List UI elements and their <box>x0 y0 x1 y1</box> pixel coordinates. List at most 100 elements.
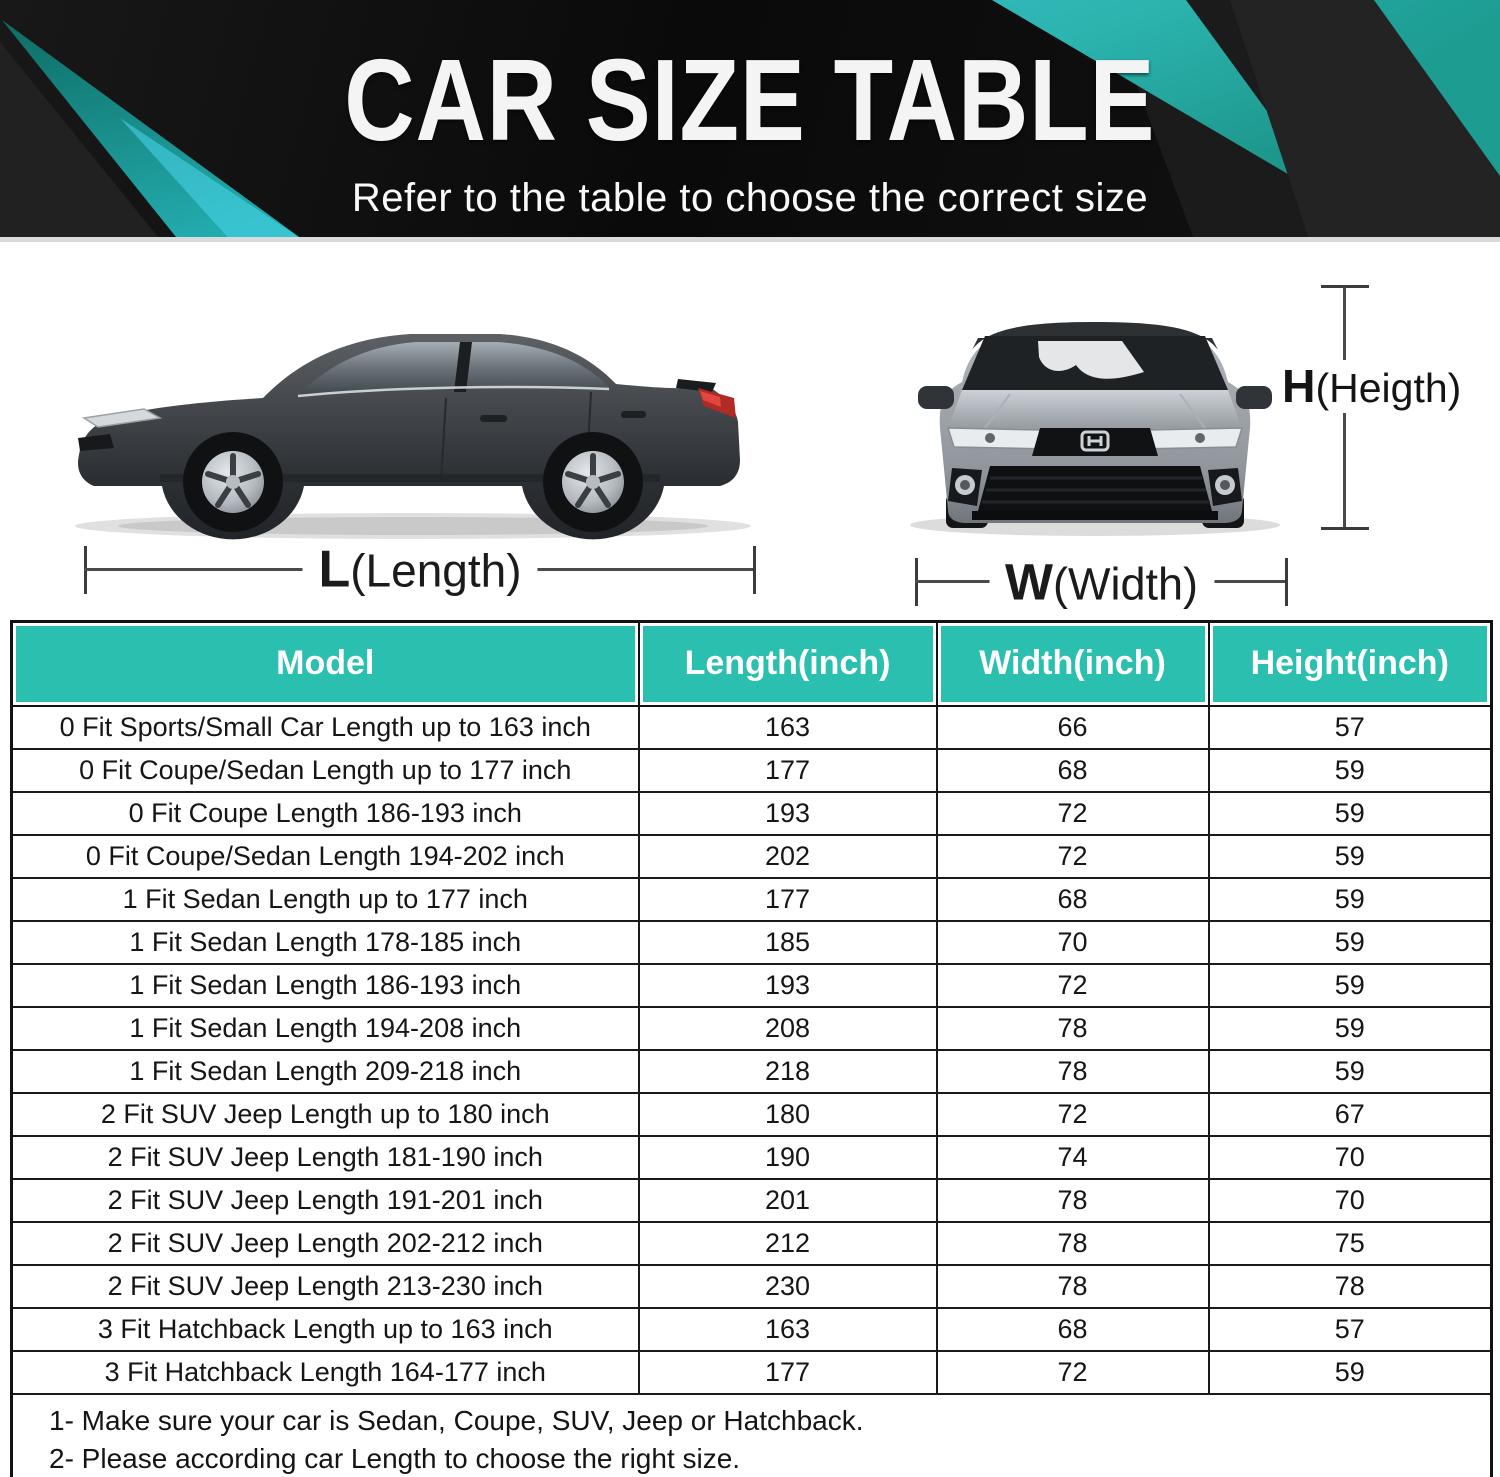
table-row: 1 Fit Sedan Length 209-218 inch 218 78 59 <box>10 1048 1493 1094</box>
size-value-cell: 201 <box>637 1177 938 1223</box>
size-value-cell: 78 <box>935 1177 1210 1223</box>
model-cell: 0 Fit Sports/Small Car Length up to 163 … <box>10 704 640 750</box>
table-row: 0 Fit Sports/Small Car Length up to 163 … <box>10 704 1493 750</box>
model-cell: 0 Fit Coupe/Sedan Length up to 177 inch <box>10 747 640 793</box>
size-value-cell: 67 <box>1207 1091 1493 1137</box>
size-value-cell: 72 <box>935 962 1210 1008</box>
model-cell: 0 Fit Coupe/Sedan Length 194-202 inch <box>10 833 640 879</box>
size-table-header-row: Model Length(inch) Width(inch) Height(inch) <box>10 620 1493 707</box>
table-row: 2 Fit SUV Jeep Length 213-230 inch 230 78 7… <box>10 1263 1493 1309</box>
size-value-cell: 72 <box>935 790 1210 836</box>
size-value-cell: 59 <box>1207 876 1493 922</box>
grille-logo <box>1080 430 1110 452</box>
car-size-table: Model Length(inch) Width(inch) Height(inch)… <box>10 620 1493 1477</box>
size-value-cell: 202 <box>637 833 938 879</box>
rear-wheel <box>543 432 643 532</box>
page-subtitle: Refer to the table to choose the correct… <box>351 176 1149 220</box>
table-row: 2 Fit SUV Jeep Length up to 180 inch 180 7… <box>10 1091 1493 1137</box>
model-cell: 3 Fit Hatchback Length 164-177 inch <box>10 1349 640 1395</box>
page-title: CAR SIZE TABLE <box>344 35 1156 165</box>
size-value-cell: 59 <box>1207 790 1493 836</box>
size-value-cell: 72 <box>935 1349 1210 1395</box>
size-value-cell: 177 <box>637 876 938 922</box>
size-value-cell: 57 <box>1207 704 1493 750</box>
length-dimension-line: L(Length) <box>84 540 756 600</box>
size-value-cell: 163 <box>637 704 938 750</box>
size-table-body: 0 Fit Sports/Small Car Length up to 163 … <box>10 704 1493 1395</box>
size-value-cell: 208 <box>637 1005 938 1051</box>
model-cell: 2 Fit SUV Jeep Length 213-230 inch <box>10 1263 640 1309</box>
size-value-cell: 218 <box>637 1048 938 1094</box>
model-cell: 2 Fit SUV Jeep Length 202-212 inch <box>10 1220 640 1266</box>
size-value-cell: 59 <box>1207 962 1493 1008</box>
size-value-cell: 72 <box>935 1091 1210 1137</box>
model-cell: 1 Fit Sedan Length up to 177 inch <box>10 876 640 922</box>
dimension-cap <box>753 546 756 594</box>
banner: CAR SIZE TABLE Refer to the table to cho… <box>0 0 1500 242</box>
size-value-cell: 59 <box>1207 833 1493 879</box>
car-front-view-image <box>910 322 1280 536</box>
size-value-cell: 68 <box>935 747 1210 793</box>
size-value-cell: 185 <box>637 919 938 965</box>
table-row: 1 Fit Sedan Length 186-193 inch 193 72 59 <box>10 962 1493 1008</box>
table-row: 3 Fit Hatchback Length 164-177 inch 177 72… <box>10 1349 1493 1395</box>
table-row: 2 Fit SUV Jeep Length 181-190 inch 190 74 7… <box>10 1134 1493 1180</box>
size-value-cell: 59 <box>1207 1005 1493 1051</box>
size-value-cell: 59 <box>1207 1048 1493 1094</box>
note-line: 2- Please according car Length to choose… <box>49 1442 741 1474</box>
size-value-cell: 177 <box>637 747 938 793</box>
size-value-cell: 78 <box>1207 1263 1493 1309</box>
size-value-cell: 212 <box>637 1220 938 1266</box>
size-value-cell: 78 <box>935 1220 1210 1266</box>
table-row: 1 Fit Sedan Length up to 177 inch 177 68 59 <box>10 876 1493 922</box>
size-value-cell: 72 <box>935 833 1210 879</box>
height-label: H(Heigth) <box>1274 360 1470 413</box>
table-notes: 1- Make sure your car is Sedan, Coupe, S… <box>10 1392 1493 1477</box>
column-header: Width(inch) <box>935 620 1210 707</box>
size-value-cell: 68 <box>935 876 1210 922</box>
model-cell: 3 Fit Hatchback Length up to 163 inch <box>10 1306 640 1352</box>
size-value-cell: 78 <box>935 1263 1210 1309</box>
table-notes-row: 1- Make sure your car is Sedan, Coupe, S… <box>10 1392 1493 1477</box>
model-cell: 1 Fit Sedan Length 209-218 inch <box>10 1048 640 1094</box>
length-label: L(Length) <box>302 540 538 600</box>
dimension-cap <box>1321 527 1369 530</box>
table-row: 2 Fit SUV Jeep Length 202-212 inch 212 78 7… <box>10 1220 1493 1266</box>
model-cell: 2 Fit SUV Jeep Length up to 180 inch <box>10 1091 640 1137</box>
column-header: Height(inch) <box>1207 620 1493 707</box>
table-row: 1 Fit Sedan Length 178-185 inch 185 70 59 <box>10 919 1493 965</box>
sedan-side-view-image <box>75 334 751 540</box>
size-value-cell: 74 <box>935 1134 1210 1180</box>
table-row: 2 Fit SUV Jeep Length 191-201 inch 201 78 7… <box>10 1177 1493 1223</box>
size-value-cell: 163 <box>637 1306 938 1352</box>
size-value-cell: 59 <box>1207 747 1493 793</box>
size-value-cell: 230 <box>637 1263 938 1309</box>
table-row: 3 Fit Hatchback Length up to 163 inch 163… <box>10 1306 1493 1352</box>
size-value-cell: 57 <box>1207 1306 1493 1352</box>
table-row: 1 Fit Sedan Length 194-208 inch 208 78 59 <box>10 1005 1493 1051</box>
size-value-cell: 193 <box>637 962 938 1008</box>
column-header: Length(inch) <box>637 620 938 707</box>
table-row: 0 Fit Coupe/Sedan Length up to 177 inch 1… <box>10 747 1493 793</box>
front-wheel <box>183 432 283 532</box>
size-value-cell: 177 <box>637 1349 938 1395</box>
size-value-cell: 68 <box>935 1306 1210 1352</box>
size-value-cell: 180 <box>637 1091 938 1137</box>
size-value-cell: 59 <box>1207 919 1493 965</box>
size-value-cell: 66 <box>935 704 1210 750</box>
dimension-cap <box>1321 285 1369 288</box>
size-value-cell: 190 <box>637 1134 938 1180</box>
table-row: 0 Fit Coupe/Sedan Length 194-202 inch 202… <box>10 833 1493 879</box>
size-value-cell: 78 <box>935 1005 1210 1051</box>
width-dimension-line: W(Width) <box>915 553 1288 611</box>
model-cell: 2 Fit SUV Jeep Length 181-190 inch <box>10 1134 640 1180</box>
banner-bottom-strip <box>0 237 1500 242</box>
size-value-cell: 78 <box>935 1048 1210 1094</box>
model-cell: 1 Fit Sedan Length 194-208 inch <box>10 1005 640 1051</box>
table-row: 0 Fit Coupe Length 186-193 inch 193 72 59 <box>10 790 1493 836</box>
size-value-cell: 70 <box>1207 1177 1493 1223</box>
model-cell: 0 Fit Coupe Length 186-193 inch <box>10 790 640 836</box>
size-value-cell: 70 <box>935 919 1210 965</box>
size-value-cell: 75 <box>1207 1220 1493 1266</box>
